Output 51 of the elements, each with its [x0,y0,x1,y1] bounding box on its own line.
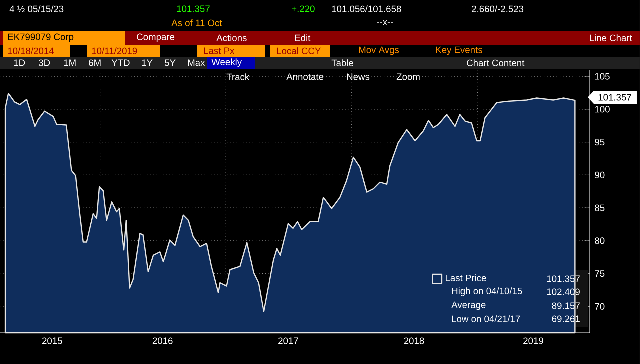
y-tick-label: 95 [595,139,605,146]
text: YTD [112,60,130,66]
text: 10/11/2019 [92,48,138,54]
x-tick-label: 2017 [278,338,298,344]
text: Last Px [204,48,235,54]
text: 10/18/2014 [8,48,54,54]
y-tick-label: 100 [595,106,610,113]
text: --x-- [377,20,394,26]
annotation: Annotate [286,74,324,80]
text: 6M [89,60,101,66]
text: Local CCY [277,48,321,54]
text: Compare [137,34,175,42]
text: 1M [64,60,76,66]
x-tick-label: 2018 [404,338,424,344]
y-tick-label: 75 [595,270,605,278]
chart-subtitle: As of 11 Oct [172,20,222,26]
annotation: News [347,74,370,80]
series-label: Last Price [446,274,486,282]
text: Line Chart [590,34,632,42]
text: 3D [38,60,50,66]
text: Edit [295,34,311,42]
y-tick-label: 105 [595,73,610,80]
text: 101.357 [598,94,632,101]
text: Weekly [212,58,242,68]
annotation: High on 04/10/15 [452,288,522,296]
annotation: Track [226,74,250,80]
text: Chart Content [467,60,525,66]
text: 101.056/101.658 [332,6,402,12]
text: Actions [216,34,247,42]
x-tick-label: 2019 [524,338,544,344]
x-tick-label: 2015 [42,338,62,344]
text: Mov Avgs [359,46,400,56]
text: 1Y [142,60,153,66]
text: Table [332,60,354,66]
text: 5Y [164,60,176,66]
y-tick-label: 80 [595,238,605,244]
annotation: Low on 04/21/17 [452,316,520,322]
chart-title: 4 ½ 05/15/23 [10,6,64,12]
text: Key Events [436,46,482,56]
text: 2.660/-2.523 [472,6,524,12]
text: 101.357 [177,6,210,12]
y-tick-label: 85 [595,204,605,212]
y-tick-label: 70 [595,303,605,310]
annotation: Zoom [396,74,420,80]
text: Max [188,60,206,66]
x-tick-label: 2016 [152,338,173,344]
text: 1D [14,60,26,66]
text: EK799079 Corp [8,34,74,42]
text: +.220 [292,6,315,12]
annotation: Average [452,302,486,310]
y-tick-label: 90 [595,172,605,178]
